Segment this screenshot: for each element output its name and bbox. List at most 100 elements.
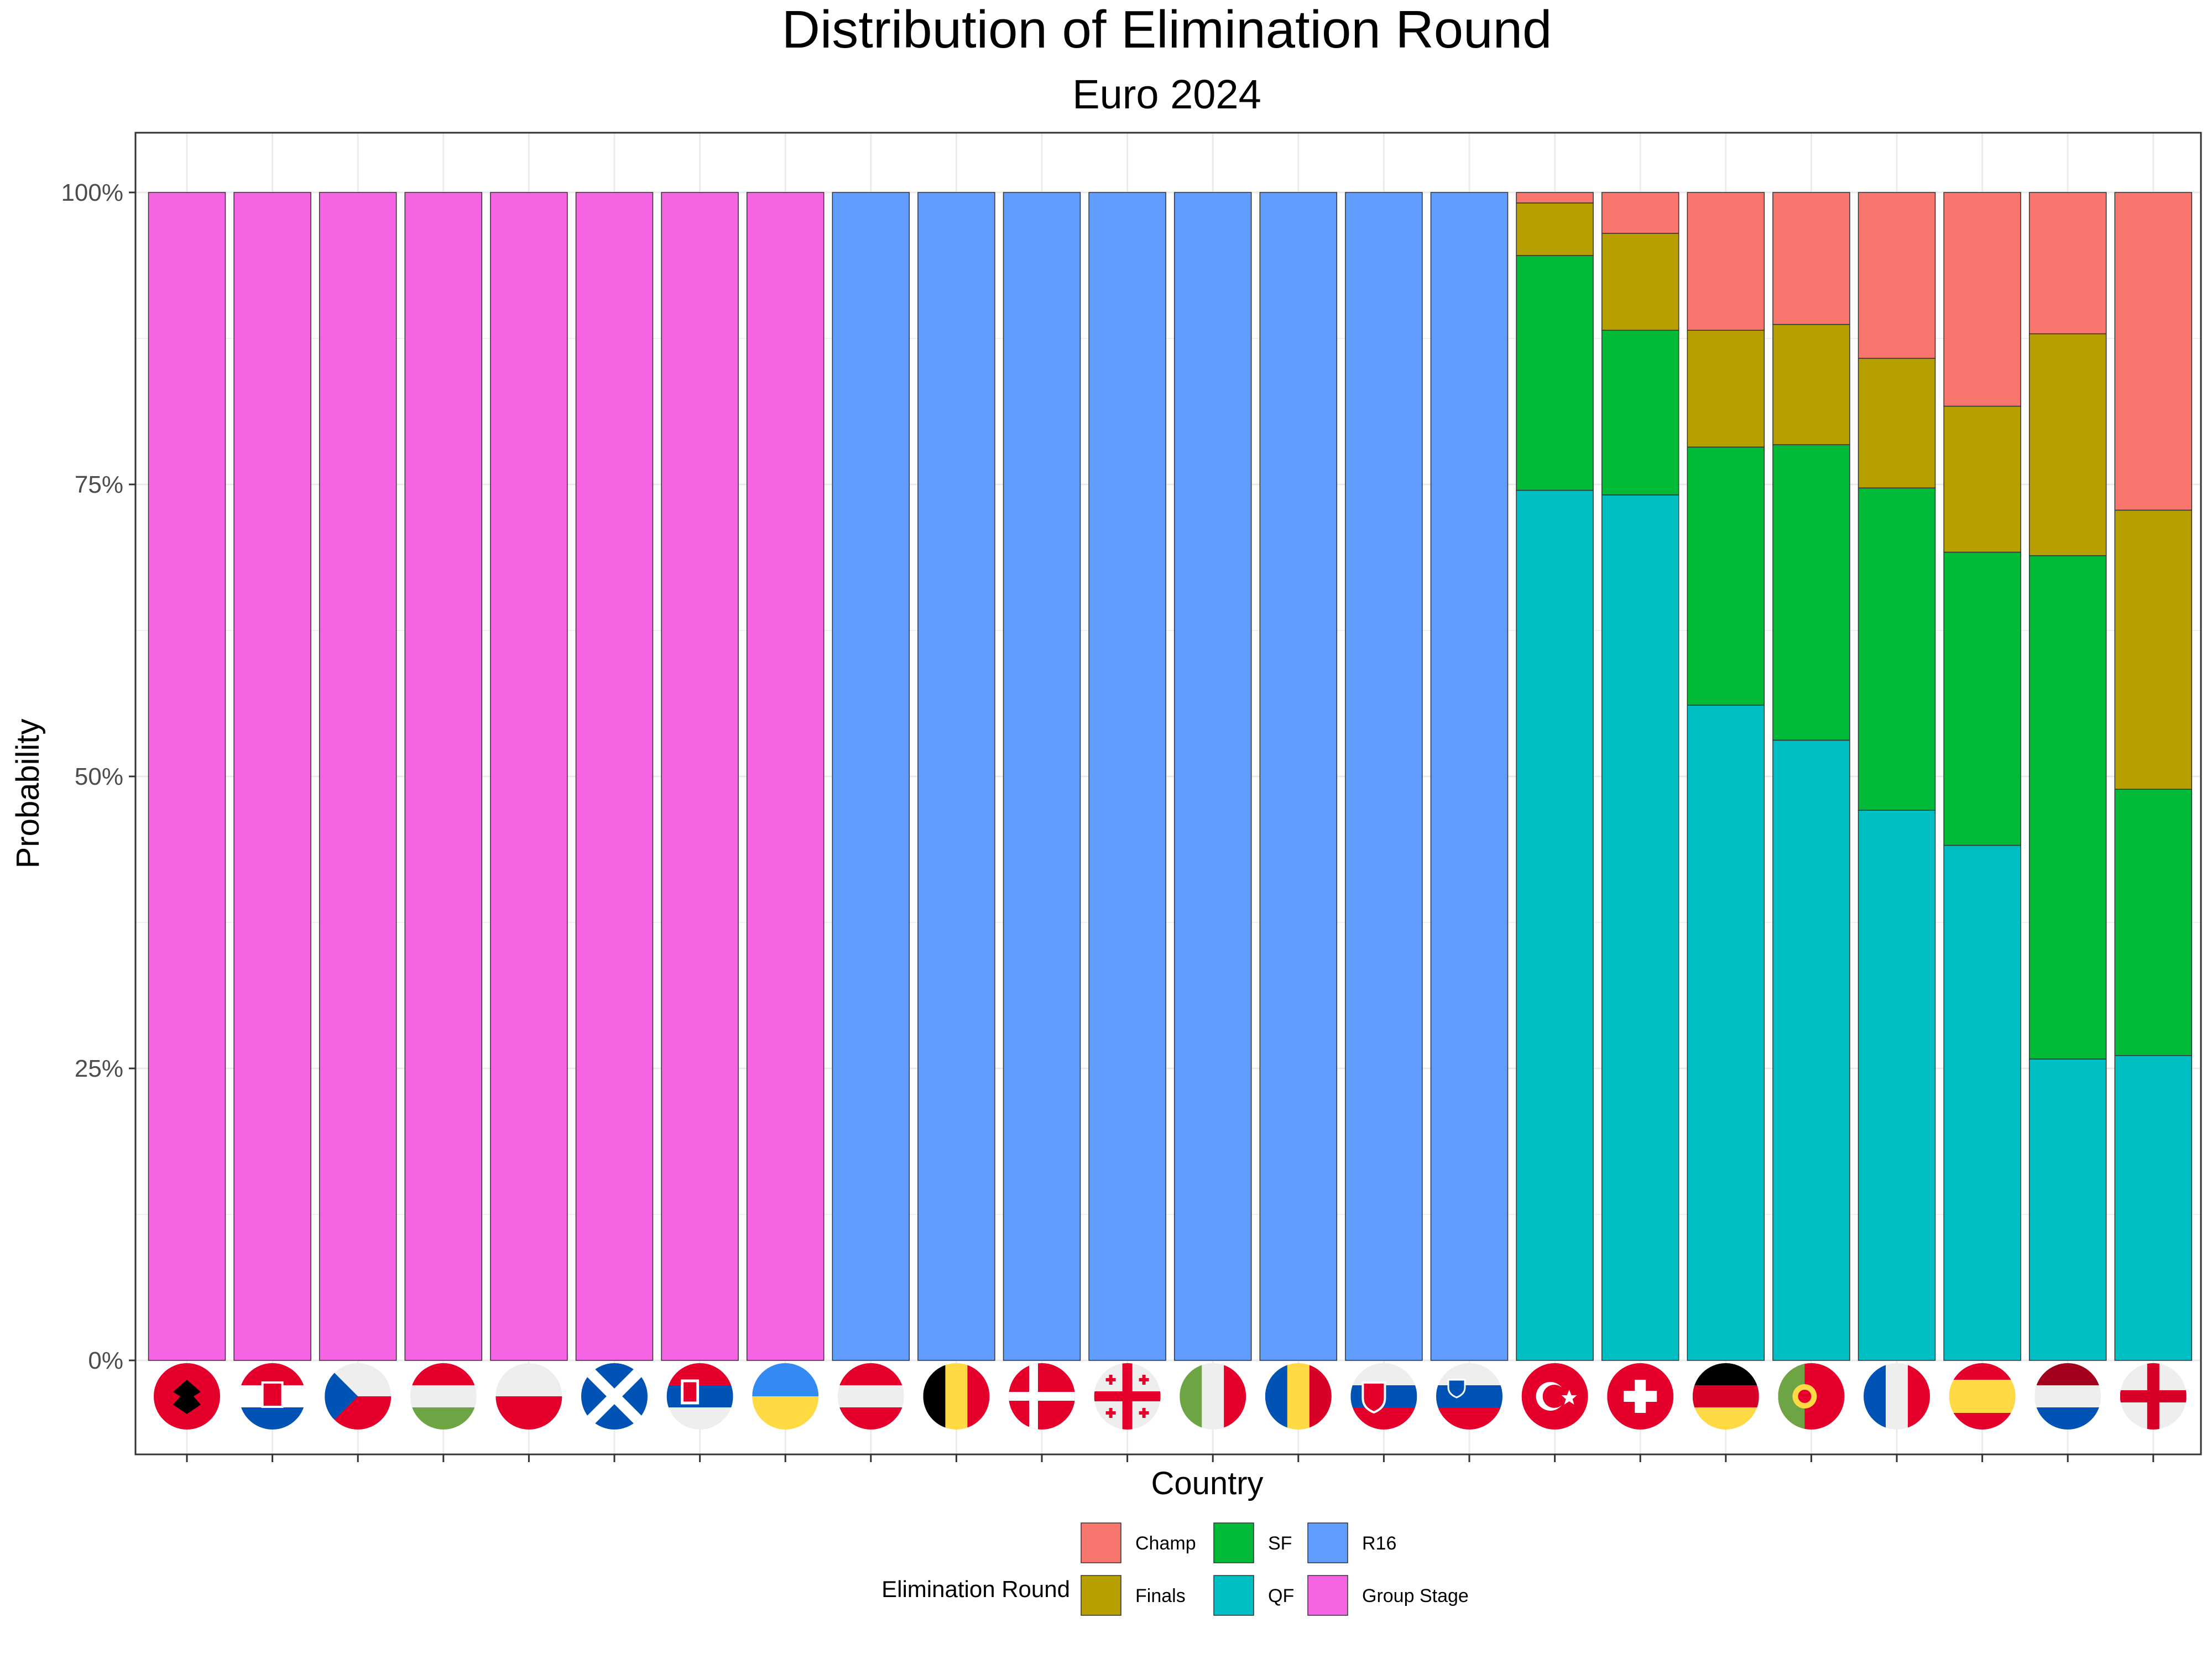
- bar-segment: [917, 192, 995, 1361]
- legend-item: Champ: [1081, 1522, 1196, 1563]
- bar-segment: [2114, 1055, 2193, 1361]
- bar-segment: [233, 192, 311, 1361]
- bar-segment: [2114, 192, 2193, 511]
- spain-flag-icon: [1949, 1363, 2016, 1430]
- bar-segment: [1601, 192, 1679, 234]
- czechia-flag-icon: [325, 1363, 392, 1430]
- bar-segment: [1858, 192, 1936, 359]
- bar-segment: [1430, 192, 1509, 1361]
- bar-segment: [661, 192, 739, 1361]
- legend-label: Group Stage: [1362, 1585, 1469, 1606]
- bar-segment: [1601, 330, 1679, 495]
- chart-subtitle: Euro 2024: [1072, 71, 1261, 117]
- legend: Elimination Round Champ Finals SF QF R16 Group…: [881, 1522, 1469, 1616]
- austria-flag-icon: [837, 1363, 904, 1430]
- turkey-flag-icon: [1521, 1363, 1588, 1430]
- belgium-flag-icon: [923, 1363, 990, 1430]
- bar-segment: [1772, 444, 1850, 741]
- bar-segment: [319, 192, 397, 1361]
- bar-segment: [1943, 192, 2021, 407]
- y-tick-label: 25%: [75, 1055, 123, 1082]
- bar-segment: [575, 192, 654, 1361]
- bar-segment: [1516, 192, 1594, 204]
- slovakia-flag-icon: [1350, 1363, 1417, 1430]
- legend-key: [1081, 1575, 1121, 1616]
- y-tick-label: 50%: [75, 763, 123, 790]
- bar-segment: [1516, 489, 1594, 1361]
- x-axis-title: Country: [1151, 1465, 1263, 1501]
- bar-segment: [1687, 330, 1765, 448]
- bar-segment: [1943, 551, 2021, 846]
- switzerland-flag-icon: [1607, 1363, 1674, 1430]
- hungary-flag-icon: [410, 1363, 477, 1430]
- serbia-flag-icon: [666, 1363, 733, 1430]
- legend-key: [1081, 1522, 1121, 1563]
- bar-segment: [2028, 192, 2107, 335]
- netherlands-flag-icon: [2034, 1363, 2101, 1430]
- legend-item: Finals: [1081, 1575, 1186, 1616]
- bar-segment: [1858, 487, 1936, 811]
- legend-title: Elimination Round: [881, 1576, 1070, 1602]
- bar-segment: [1516, 255, 1594, 491]
- bar-segment: [404, 192, 483, 1361]
- slovenia-flag-icon: [1436, 1363, 1503, 1430]
- bar-segment: [1601, 233, 1679, 331]
- bar-segment: [1173, 192, 1252, 1361]
- axes: 0% 25% 50% 75% 100%: [61, 132, 2202, 1462]
- y-tick-label: 75%: [75, 471, 123, 498]
- poland-flag-icon: [495, 1363, 562, 1430]
- legend-label: SF: [1268, 1533, 1292, 1554]
- ukraine-flag-icon: [752, 1363, 819, 1430]
- legend-label: Finals: [1135, 1585, 1186, 1606]
- legend-key: [1213, 1575, 1254, 1616]
- romania-flag-icon: [1265, 1363, 1332, 1430]
- bar-segment: [1088, 192, 1166, 1361]
- italy-flag-icon: [1180, 1363, 1246, 1430]
- bar-segment: [1943, 405, 2021, 553]
- bar-segment: [2028, 1058, 2107, 1361]
- bar-segment: [1003, 192, 1081, 1361]
- plot-border: [134, 132, 2202, 1455]
- legend-item: R16: [1307, 1522, 1396, 1563]
- england-flag-icon: [2120, 1363, 2187, 1430]
- bar-segment: [2114, 509, 2193, 790]
- legend-label: QF: [1268, 1585, 1294, 1606]
- y-tick-label: 100%: [61, 179, 123, 206]
- bar-segment: [2028, 555, 2107, 1060]
- bar-segment: [2028, 333, 2107, 556]
- croatia-flag-icon: [239, 1363, 306, 1430]
- legend-item: SF: [1213, 1522, 1292, 1563]
- legend-key: [1307, 1575, 1348, 1616]
- bar-segment: [490, 192, 568, 1361]
- bar-segment: [1858, 810, 1936, 1361]
- legend-item: QF: [1213, 1575, 1294, 1616]
- portugal-flag-icon: [1778, 1363, 1845, 1430]
- bar-segment: [1772, 739, 1850, 1361]
- bar-segment: [1772, 192, 1850, 325]
- bar-segment: [832, 192, 910, 1361]
- bar-segment: [1772, 324, 1850, 445]
- bar-segment: [746, 192, 825, 1361]
- bars: [148, 192, 2193, 1361]
- georgia-flag-icon: [1094, 1363, 1161, 1430]
- chart-title: Distribution of Elimination Round: [782, 0, 1552, 59]
- bar-segment: [1943, 844, 2021, 1361]
- legend-key: [1213, 1522, 1254, 1563]
- bar-segment: [148, 192, 226, 1361]
- legend-item: Group Stage: [1307, 1575, 1469, 1616]
- legend-label: R16: [1362, 1533, 1396, 1554]
- legend-label: Champ: [1135, 1533, 1196, 1554]
- france-flag-icon: [1864, 1363, 1930, 1430]
- bar-segment: [1345, 192, 1423, 1361]
- bar-segment: [2114, 789, 2193, 1056]
- y-axis-title: Probability: [10, 719, 46, 869]
- denmark-flag-icon: [1009, 1363, 1075, 1430]
- bar-segment: [1687, 705, 1765, 1361]
- scotland-flag-icon: [581, 1363, 648, 1430]
- legend-key: [1307, 1522, 1348, 1563]
- y-tick-label: 0%: [88, 1347, 123, 1374]
- bar-segment: [1687, 192, 1765, 331]
- bar-segment: [1516, 202, 1594, 256]
- bar-segment: [1601, 494, 1679, 1361]
